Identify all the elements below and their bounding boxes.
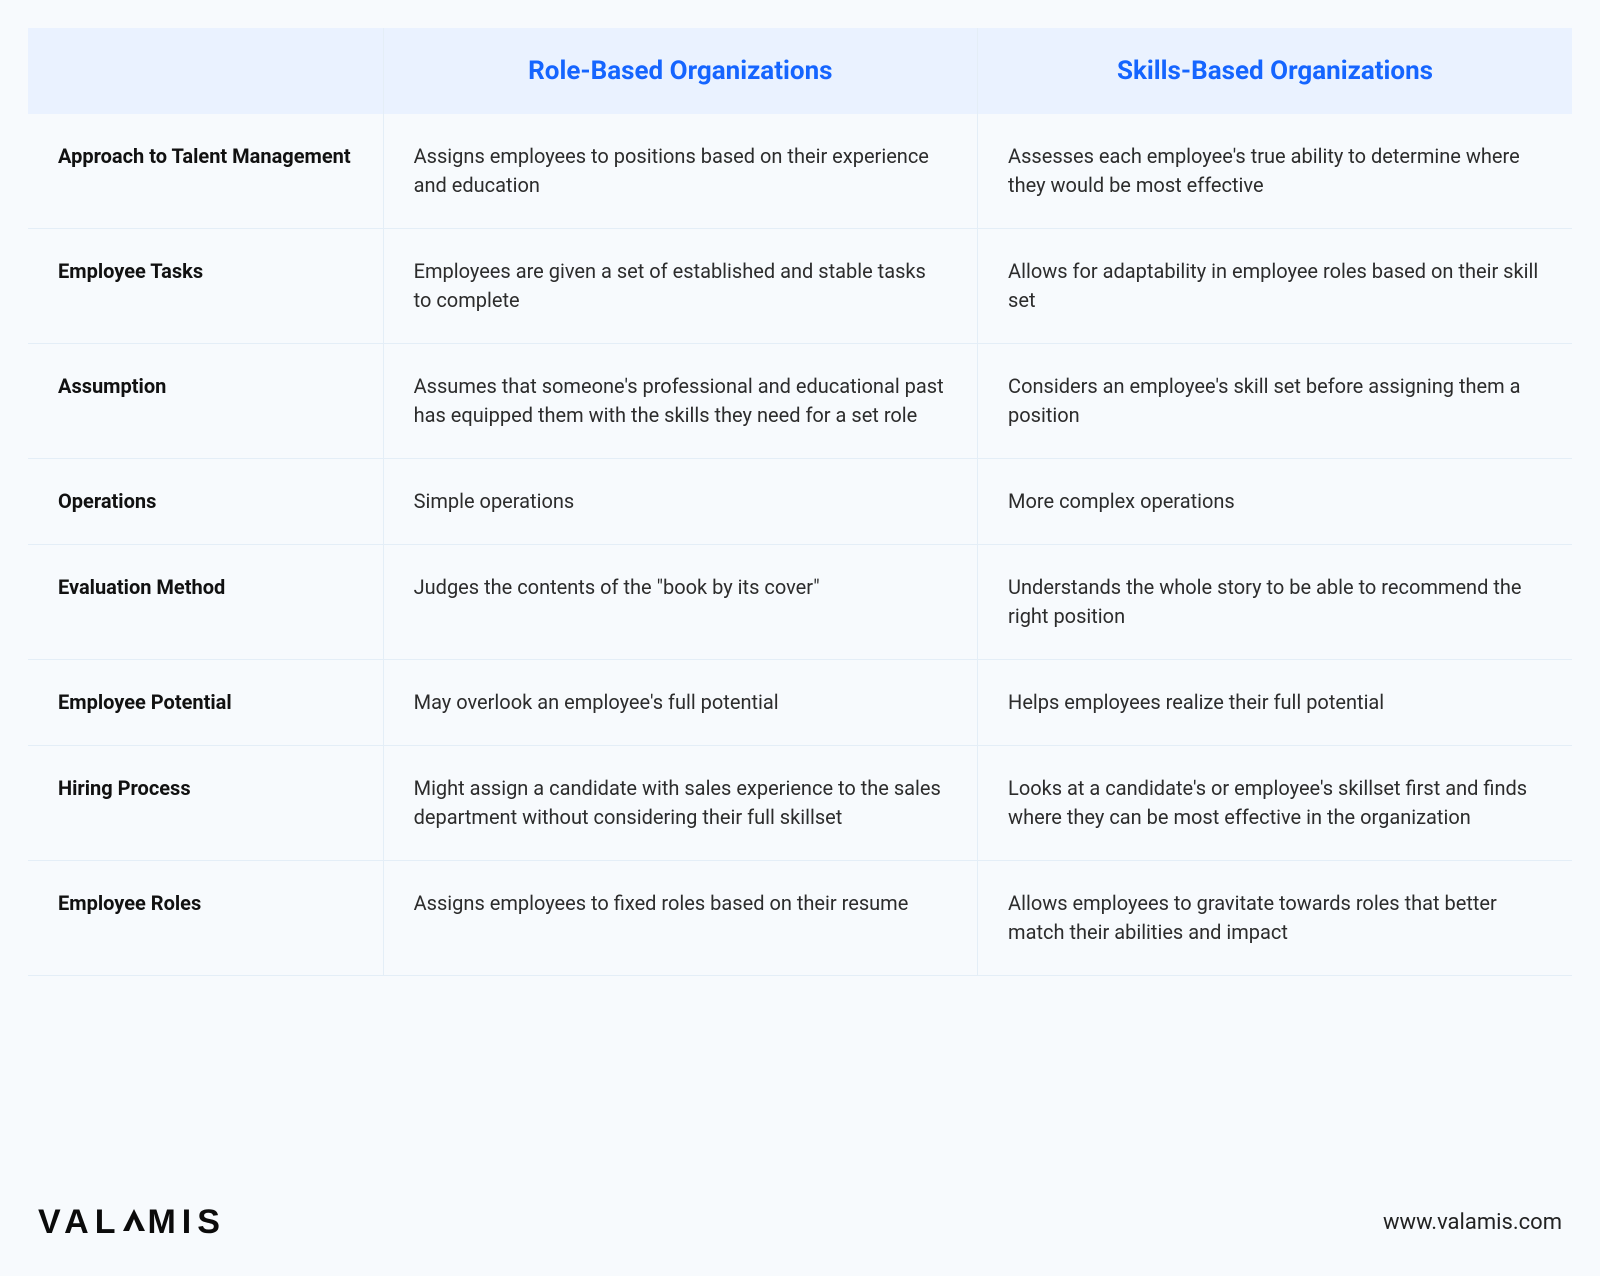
table-row: Approach to Talent Management Assigns em…	[28, 114, 1572, 229]
header-skills-based: Skills-Based Organizations	[978, 28, 1572, 114]
logo-text-before: VAL	[38, 1203, 121, 1242]
logo-text-after: MIS	[147, 1203, 225, 1242]
row-label: Hiring Process	[28, 746, 383, 861]
table-row: Operations Simple operations More comple…	[28, 459, 1572, 545]
comparison-table: Role-Based Organizations Skills-Based Or…	[28, 28, 1572, 976]
table-row: Evaluation Method Judges the contents of…	[28, 545, 1572, 660]
cell-role: Simple operations	[383, 459, 977, 545]
row-label: Employee Potential	[28, 660, 383, 746]
logo-glyph-icon	[119, 1205, 149, 1244]
cell-skills: Helps employees realize their full poten…	[978, 660, 1572, 746]
row-label: Evaluation Method	[28, 545, 383, 660]
footer-url: www.valamis.com	[1383, 1210, 1562, 1235]
table-row: Employee Roles Assigns employees to fixe…	[28, 861, 1572, 976]
table-row: Employee Tasks Employees are given a set…	[28, 229, 1572, 344]
table-header-row: Role-Based Organizations Skills-Based Or…	[28, 28, 1572, 114]
footer: VAL MIS www.valamis.com	[28, 1175, 1572, 1248]
cell-role: Judges the contents of the "book by its …	[383, 545, 977, 660]
row-label: Employee Tasks	[28, 229, 383, 344]
table-row: Hiring Process Might assign a candidate …	[28, 746, 1572, 861]
cell-skills: Considers an employee's skill set before…	[978, 344, 1572, 459]
cell-role: Assigns employees to positions based on …	[383, 114, 977, 229]
row-label: Employee Roles	[28, 861, 383, 976]
comparison-table-container: Role-Based Organizations Skills-Based Or…	[28, 28, 1572, 1175]
cell-role: Assumes that someone's professional and …	[383, 344, 977, 459]
row-label: Operations	[28, 459, 383, 545]
cell-skills: Understands the whole story to be able t…	[978, 545, 1572, 660]
row-label: Assumption	[28, 344, 383, 459]
table-row: Assumption Assumes that someone's profes…	[28, 344, 1572, 459]
cell-skills: Assesses each employee's true ability to…	[978, 114, 1572, 229]
valamis-logo: VAL MIS	[38, 1203, 226, 1242]
cell-role: Might assign a candidate with sales expe…	[383, 746, 977, 861]
cell-skills: Allows for adaptability in employee role…	[978, 229, 1572, 344]
header-role-based: Role-Based Organizations	[383, 28, 977, 114]
table-row: Employee Potential May overlook an emplo…	[28, 660, 1572, 746]
header-empty	[28, 28, 383, 114]
cell-role: May overlook an employee's full potentia…	[383, 660, 977, 746]
cell-skills: More complex operations	[978, 459, 1572, 545]
cell-skills: Allows employees to gravitate towards ro…	[978, 861, 1572, 976]
cell-role: Employees are given a set of established…	[383, 229, 977, 344]
cell-role: Assigns employees to fixed roles based o…	[383, 861, 977, 976]
row-label: Approach to Talent Management	[28, 114, 383, 229]
cell-skills: Looks at a candidate's or employee's ski…	[978, 746, 1572, 861]
